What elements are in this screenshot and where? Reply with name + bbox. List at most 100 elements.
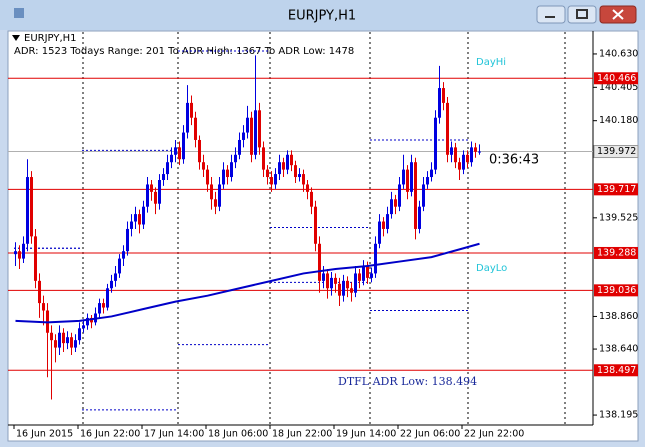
day-separators: [82, 32, 566, 425]
candle-body: [62, 332, 65, 344]
candle-body: [266, 169, 269, 178]
candle-body: [198, 139, 201, 163]
candle-body: [402, 169, 405, 185]
candle-body: [242, 132, 245, 140]
day-high-label: DayHi: [476, 57, 506, 68]
minimize-button[interactable]: [536, 5, 566, 24]
candle-body: [370, 273, 373, 278]
candle-body: [298, 174, 301, 178]
candle-body: [378, 221, 381, 244]
candle-body: [218, 184, 221, 207]
candle-body: [314, 206, 317, 244]
candle-body: [170, 154, 173, 163]
candle-body: [306, 184, 309, 192]
candle-body: [214, 199, 217, 207]
candle-body: [222, 169, 225, 185]
moving-average: [15, 242, 480, 324]
candle-body: [286, 154, 289, 170]
candle-body: [66, 337, 69, 344]
candle-body: [190, 102, 193, 118]
candle-body: [126, 228, 129, 252]
candle-body: [454, 147, 457, 163]
candle-body: [86, 317, 89, 326]
candle-body: [42, 303, 45, 311]
candle-body: [322, 273, 325, 281]
candle-body: [342, 280, 345, 296]
candle-body: [422, 184, 425, 207]
candle-body: [166, 162, 169, 175]
chart-title: EURJPY,H1: [24, 33, 77, 44]
candle-body: [178, 147, 181, 160]
candle-body: [446, 102, 449, 155]
x-tick-label: 16 Jun 2015: [16, 429, 73, 440]
candle-body: [226, 169, 229, 178]
candle-body: [230, 162, 233, 178]
candle-body: [174, 147, 177, 155]
candle-body: [294, 165, 297, 178]
window-title: EURJPY,H1: [288, 9, 356, 24]
level-label: 139.288: [597, 247, 636, 258]
y-tick-label: 138.860: [599, 311, 638, 322]
candle-body: [406, 169, 409, 192]
candle-body: [274, 174, 277, 185]
y-tick-label: 140.405: [599, 82, 638, 93]
x-tick-label: 17 Jun 14:00: [144, 429, 204, 440]
candle-body: [22, 243, 25, 259]
x-tick-label: 22 Jun 06:00: [400, 429, 460, 440]
timer-label: 0:36:43: [489, 153, 539, 168]
candle-body: [398, 184, 401, 207]
candle-body: [310, 191, 313, 207]
candle-body: [70, 337, 73, 348]
candle-body: [290, 154, 293, 166]
candle-body: [110, 280, 113, 289]
candle-body: [338, 283, 341, 296]
x-tick-label: 18 Jun 06:00: [208, 429, 268, 440]
candle-body: [162, 174, 165, 181]
candle-body: [362, 266, 365, 281]
x-tick-label: 22 Jun 22:00: [464, 429, 524, 440]
candle-body: [278, 162, 281, 175]
candle-body: [186, 102, 189, 133]
candle-body: [458, 162, 461, 170]
candle-body: [210, 184, 213, 200]
maximize-button[interactable]: [567, 5, 597, 24]
candle-body: [78, 328, 81, 341]
candle-body: [146, 184, 149, 207]
candle-body: [154, 191, 157, 204]
candle-body: [386, 214, 389, 229]
candle-body: [254, 110, 257, 155]
candle-body: [358, 273, 361, 281]
candle-body: [130, 221, 133, 229]
candle-body: [442, 88, 445, 103]
candle-body: [302, 174, 305, 185]
candle-body: [326, 273, 329, 289]
plot: 140.630 140.405 140.180 139.525 138.860 138.6…: [8, 48, 639, 440]
level-label: 139.717: [597, 184, 636, 195]
maximize-icon: [576, 9, 588, 19]
level-label: 138.497: [597, 365, 636, 376]
minimize-icon: [545, 16, 555, 18]
candle-body: [82, 325, 85, 329]
y-tick-label: 139.525: [599, 212, 638, 223]
level-tag: [594, 246, 638, 259]
candle-body: [30, 177, 33, 237]
candle-body: [114, 273, 117, 281]
candle-body: [434, 117, 437, 170]
y-tick-label: 140.630: [599, 48, 638, 59]
x-tick-label: 16 Jun 22:00: [80, 429, 140, 440]
info-text: ADR: 1523 Todays Range: 201 To ADR High:…: [14, 46, 354, 57]
level-tag: [594, 364, 638, 377]
candle-body: [250, 117, 253, 155]
candle-body: [418, 206, 421, 229]
candle-body: [138, 214, 141, 225]
candle-body: [182, 132, 185, 160]
candle-body: [466, 154, 469, 163]
app-icon: [14, 8, 24, 18]
candle-body: [334, 277, 337, 284]
candle-body: [102, 303, 105, 308]
candle-body: [318, 243, 321, 281]
candle-body: [330, 277, 333, 289]
candle-body: [382, 221, 385, 229]
candle-body: [390, 199, 393, 215]
